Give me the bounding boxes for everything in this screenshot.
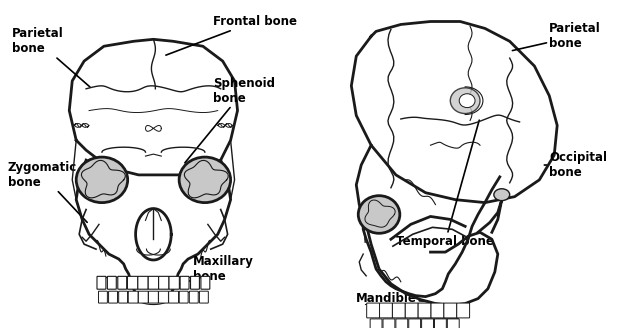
Polygon shape bbox=[81, 160, 125, 198]
FancyBboxPatch shape bbox=[128, 276, 138, 289]
FancyBboxPatch shape bbox=[107, 276, 117, 289]
FancyBboxPatch shape bbox=[99, 291, 107, 303]
FancyBboxPatch shape bbox=[180, 276, 189, 289]
FancyBboxPatch shape bbox=[108, 291, 117, 303]
FancyBboxPatch shape bbox=[405, 303, 418, 318]
FancyBboxPatch shape bbox=[200, 291, 208, 303]
Ellipse shape bbox=[179, 157, 231, 203]
Polygon shape bbox=[352, 21, 557, 203]
FancyBboxPatch shape bbox=[189, 291, 198, 303]
FancyBboxPatch shape bbox=[169, 291, 179, 303]
Text: Sphenoid
bone: Sphenoid bone bbox=[185, 77, 275, 163]
FancyBboxPatch shape bbox=[138, 291, 148, 303]
FancyBboxPatch shape bbox=[97, 276, 106, 289]
Polygon shape bbox=[136, 209, 171, 260]
FancyBboxPatch shape bbox=[118, 276, 126, 289]
FancyBboxPatch shape bbox=[138, 276, 148, 289]
FancyBboxPatch shape bbox=[118, 291, 128, 303]
FancyBboxPatch shape bbox=[148, 291, 158, 303]
FancyBboxPatch shape bbox=[448, 319, 459, 330]
FancyBboxPatch shape bbox=[431, 303, 444, 318]
FancyBboxPatch shape bbox=[409, 319, 420, 330]
Ellipse shape bbox=[450, 88, 480, 114]
FancyBboxPatch shape bbox=[396, 319, 408, 330]
FancyBboxPatch shape bbox=[422, 319, 433, 330]
Text: Zygomatic
bone: Zygomatic bone bbox=[8, 161, 87, 222]
FancyBboxPatch shape bbox=[379, 303, 392, 318]
Text: Frontal bone: Frontal bone bbox=[166, 15, 297, 55]
FancyBboxPatch shape bbox=[383, 319, 395, 330]
Text: Parietal
bone: Parietal bone bbox=[512, 22, 601, 50]
FancyBboxPatch shape bbox=[159, 276, 169, 289]
Ellipse shape bbox=[494, 189, 510, 201]
FancyBboxPatch shape bbox=[169, 276, 179, 289]
FancyBboxPatch shape bbox=[201, 276, 210, 289]
Text: Mandible: Mandible bbox=[355, 292, 428, 305]
Text: Occipital
bone: Occipital bone bbox=[544, 151, 607, 179]
FancyBboxPatch shape bbox=[435, 319, 446, 330]
Ellipse shape bbox=[358, 196, 400, 233]
Polygon shape bbox=[76, 160, 231, 301]
Polygon shape bbox=[184, 160, 228, 198]
FancyBboxPatch shape bbox=[190, 276, 200, 289]
FancyBboxPatch shape bbox=[457, 303, 469, 318]
FancyBboxPatch shape bbox=[179, 291, 188, 303]
FancyBboxPatch shape bbox=[392, 303, 405, 318]
Text: Temporal bone: Temporal bone bbox=[396, 120, 494, 248]
FancyBboxPatch shape bbox=[159, 291, 169, 303]
Text: Maxillary
bone: Maxillary bone bbox=[176, 255, 254, 286]
FancyBboxPatch shape bbox=[370, 319, 382, 330]
Text: Parietal
bone: Parietal bone bbox=[12, 27, 90, 87]
Ellipse shape bbox=[76, 157, 128, 203]
FancyBboxPatch shape bbox=[366, 303, 379, 318]
Polygon shape bbox=[365, 200, 395, 227]
FancyBboxPatch shape bbox=[418, 303, 431, 318]
FancyBboxPatch shape bbox=[148, 276, 159, 289]
Polygon shape bbox=[69, 39, 237, 175]
FancyBboxPatch shape bbox=[444, 303, 457, 318]
Ellipse shape bbox=[459, 94, 475, 108]
FancyBboxPatch shape bbox=[128, 291, 138, 303]
